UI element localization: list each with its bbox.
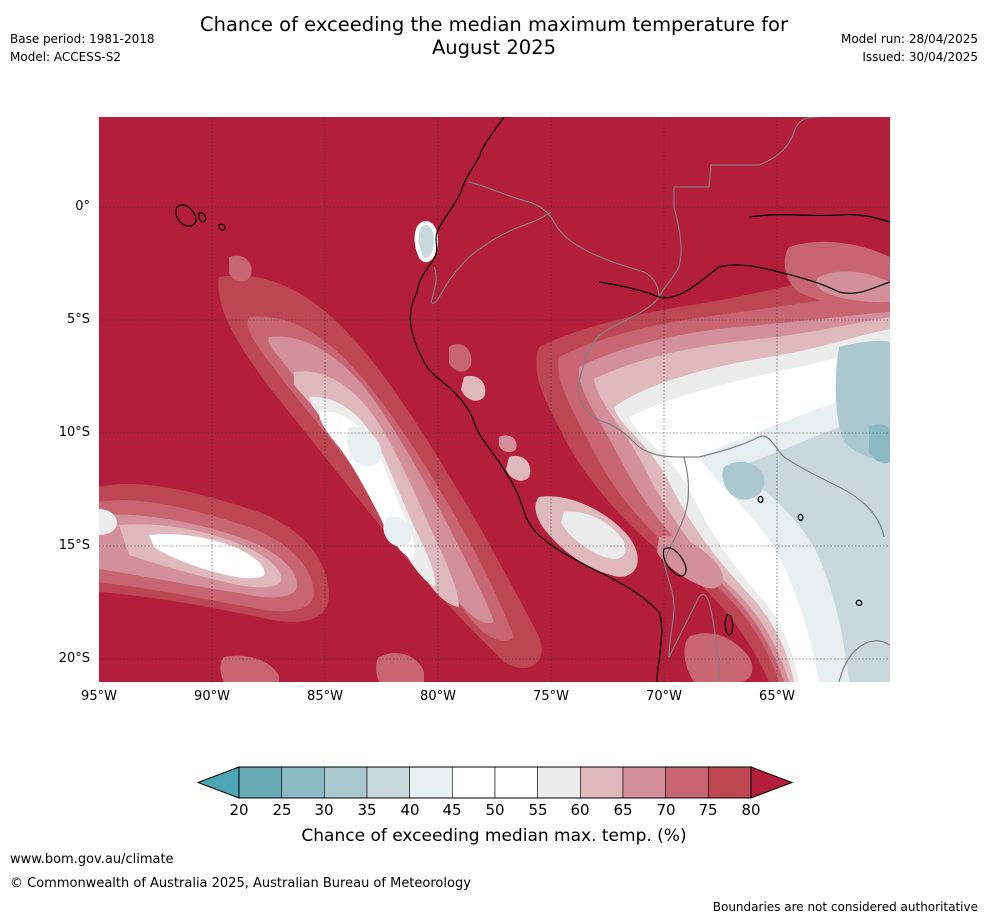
colorbar-tick-65: 65 <box>613 801 633 819</box>
boundary-disclaimer: Boundaries are not considered authoritat… <box>712 900 978 914</box>
lon-tick-65w: 65°W <box>759 689 795 704</box>
colombia-ecuador-border <box>468 181 660 298</box>
coastal-peru-anomaly-4 <box>499 435 517 453</box>
colorbar-tick-50: 50 <box>485 801 505 819</box>
band-45 <box>347 426 382 467</box>
copyright-notice: © Commonwealth of Australia 2025, Austra… <box>10 876 471 891</box>
ecuador-peru-border <box>430 211 552 304</box>
lake-titicaca <box>662 547 687 577</box>
colorbar-cell-2 <box>324 766 368 799</box>
issued-date: Issued: 30/04/2025 <box>862 50 978 64</box>
small-lake-2 <box>797 513 804 521</box>
colorbar-cells <box>238 766 752 799</box>
lat-tick-5s: 5°S <box>66 312 90 327</box>
inland-anomaly-region <box>536 267 890 682</box>
map-gridlines <box>99 117 890 682</box>
coastal-peru-anomaly-1 <box>449 344 472 372</box>
southern-peru-band-inner <box>561 511 626 559</box>
galapagos-island-3 <box>218 223 226 231</box>
peru-brazil-border <box>577 296 699 458</box>
pacific-west-blob <box>229 255 252 282</box>
peru-bolivia-border <box>663 456 690 658</box>
colorbar-cell-9 <box>622 766 666 799</box>
coastal-peru-anomaly-2 <box>461 375 486 401</box>
band-40b <box>383 516 412 547</box>
colorbar-outline <box>238 766 752 799</box>
galapagos-island-1 <box>175 204 197 227</box>
colorbar-cell-5 <box>452 766 496 799</box>
colorbar-tick-25: 25 <box>272 801 292 819</box>
country-boundaries <box>430 117 890 682</box>
title-line-2: August 2025 <box>431 36 557 59</box>
pacific-south-blob <box>220 655 279 682</box>
galapagos-island-2 <box>198 212 207 223</box>
website-link[interactable]: www.bom.gov.au/climate <box>10 852 174 867</box>
colorbar-tick-55: 55 <box>528 801 548 819</box>
sw-50 <box>149 534 265 579</box>
lat-tick-15s: 15°S <box>58 538 90 553</box>
colorbar-tick-45: 45 <box>442 801 462 819</box>
meta-right: Model run: 28/04/2025 Issued: 30/04/2025 <box>841 30 978 66</box>
colorbar-low-extend <box>196 766 240 799</box>
coastlines <box>175 117 890 682</box>
amazon-river <box>598 264 890 299</box>
colorbar-cell-3 <box>366 766 410 799</box>
southwest-anomaly <box>99 483 329 622</box>
pacific-south-blob-2 <box>376 652 424 682</box>
gulf-guayaquil-anomaly <box>414 221 439 263</box>
colorbar-cell-0 <box>238 766 282 799</box>
north-interior-anomaly-inner <box>816 271 890 303</box>
south-america-west-coast <box>409 117 663 682</box>
colorbar-cell-4 <box>409 766 453 799</box>
lat-tick-10s: 10°S <box>58 425 90 440</box>
colorbar-tick-70: 70 <box>656 801 676 819</box>
lon-tick-95w: 95°W <box>81 689 117 704</box>
colorbar-cell-8 <box>580 766 624 799</box>
colorbar-title: Chance of exceeding median max. temp. (%… <box>301 826 687 846</box>
bolivia-paraguay-border <box>838 640 890 682</box>
lon-tick-80w: 80°W <box>420 689 456 704</box>
lon-tick-70w: 70°W <box>646 689 682 704</box>
map-title: Chance of exceeding the median maximum t… <box>150 13 838 59</box>
contour-35 <box>739 407 890 682</box>
map-panel <box>99 117 890 682</box>
colorbar-tick-35: 35 <box>357 801 377 819</box>
model-name: Model: ACCESS-S2 <box>10 50 122 64</box>
bolivia-brazil-border <box>698 435 885 538</box>
brazil-venezuela-border <box>758 117 820 166</box>
meta-left: Base period: 1981-2018 Model: ACCESS-S2 <box>10 30 155 66</box>
small-lake-3 <box>855 599 863 606</box>
title-line-1: Chance of exceeding the median maximum t… <box>199 13 789 36</box>
lon-tick-85w: 85°W <box>307 689 343 704</box>
colorbar-cell-10 <box>665 766 709 799</box>
sw-edge-55 <box>99 509 117 535</box>
colorbar-tick-75: 75 <box>698 801 718 819</box>
lon-tick-90w: 90°W <box>194 689 230 704</box>
colorbar-tick-30: 30 <box>314 801 334 819</box>
colorbar-tick-20: 20 <box>229 801 249 819</box>
lake-poopo <box>724 614 734 636</box>
colorbar-tick-40: 40 <box>400 801 420 819</box>
colorbar-high-extend <box>750 766 794 799</box>
colorbar-cell-6 <box>494 766 538 799</box>
colorbar <box>196 766 794 799</box>
model-run: Model run: 28/04/2025 <box>840 32 978 46</box>
chile-bolivia-border <box>668 593 720 682</box>
colorbar-cell-11 <box>708 766 752 799</box>
lat-tick-20s: 20°S <box>58 651 90 666</box>
base-period: Base period: 1981-2018 <box>10 32 155 46</box>
small-lake-1 <box>757 495 764 503</box>
coastal-peru-anomaly-3 <box>506 455 531 481</box>
contour-30b <box>722 461 765 500</box>
lat-tick-0: 0° <box>75 199 90 214</box>
colorbar-cell-1 <box>281 766 325 799</box>
north-river <box>748 213 890 223</box>
colorbar-tick-60: 60 <box>570 801 590 819</box>
lon-tick-75w: 75°W <box>533 689 569 704</box>
colorbar-cell-7 <box>537 766 581 799</box>
contour-25 <box>869 424 890 464</box>
colombia-brazil-border <box>658 164 759 298</box>
colorbar-tick-80: 80 <box>741 801 761 819</box>
